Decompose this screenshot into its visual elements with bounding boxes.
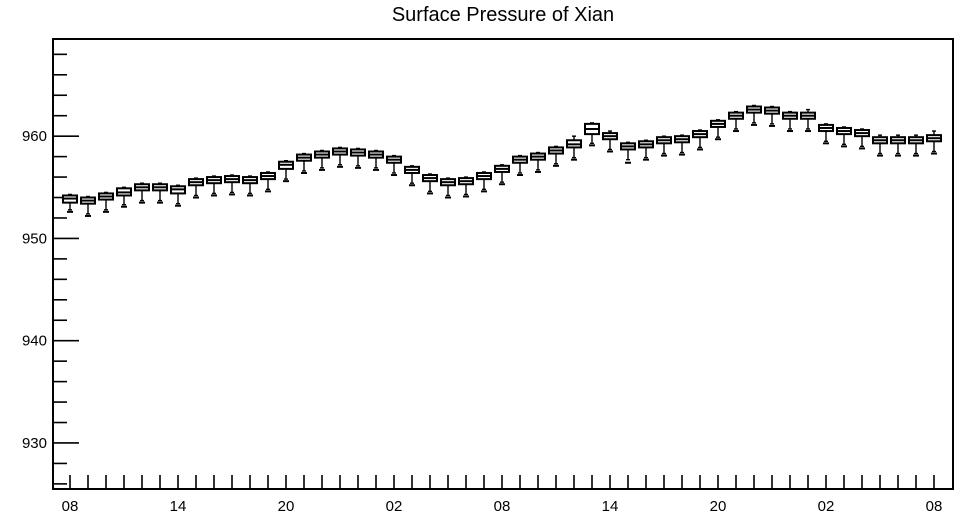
x-tick-label: 08 (494, 498, 511, 515)
x-tick-label: 20 (710, 498, 727, 515)
x-tick-label: 08 (926, 498, 943, 515)
x-tick-label: 20 (278, 498, 295, 515)
x-tick-label: 14 (602, 498, 619, 515)
plot-frame (52, 38, 954, 490)
y-tick-label: 960 (22, 128, 47, 145)
x-tick-label: 08 (62, 498, 79, 515)
x-tick-label: 02 (818, 498, 835, 515)
plot-layer: 930 940 950 960 08 14 20 02 08 14 20 02 08 (22, 38, 954, 515)
y-tick-label: 950 (22, 230, 47, 247)
chart-title: Surface Pressure of Xian (391, 4, 615, 26)
x-tick-label: 14 (170, 498, 187, 515)
y-tick-label: 930 (22, 435, 47, 452)
x-tick-label: 02 (386, 498, 403, 515)
y-tick-label: 940 (22, 333, 47, 350)
